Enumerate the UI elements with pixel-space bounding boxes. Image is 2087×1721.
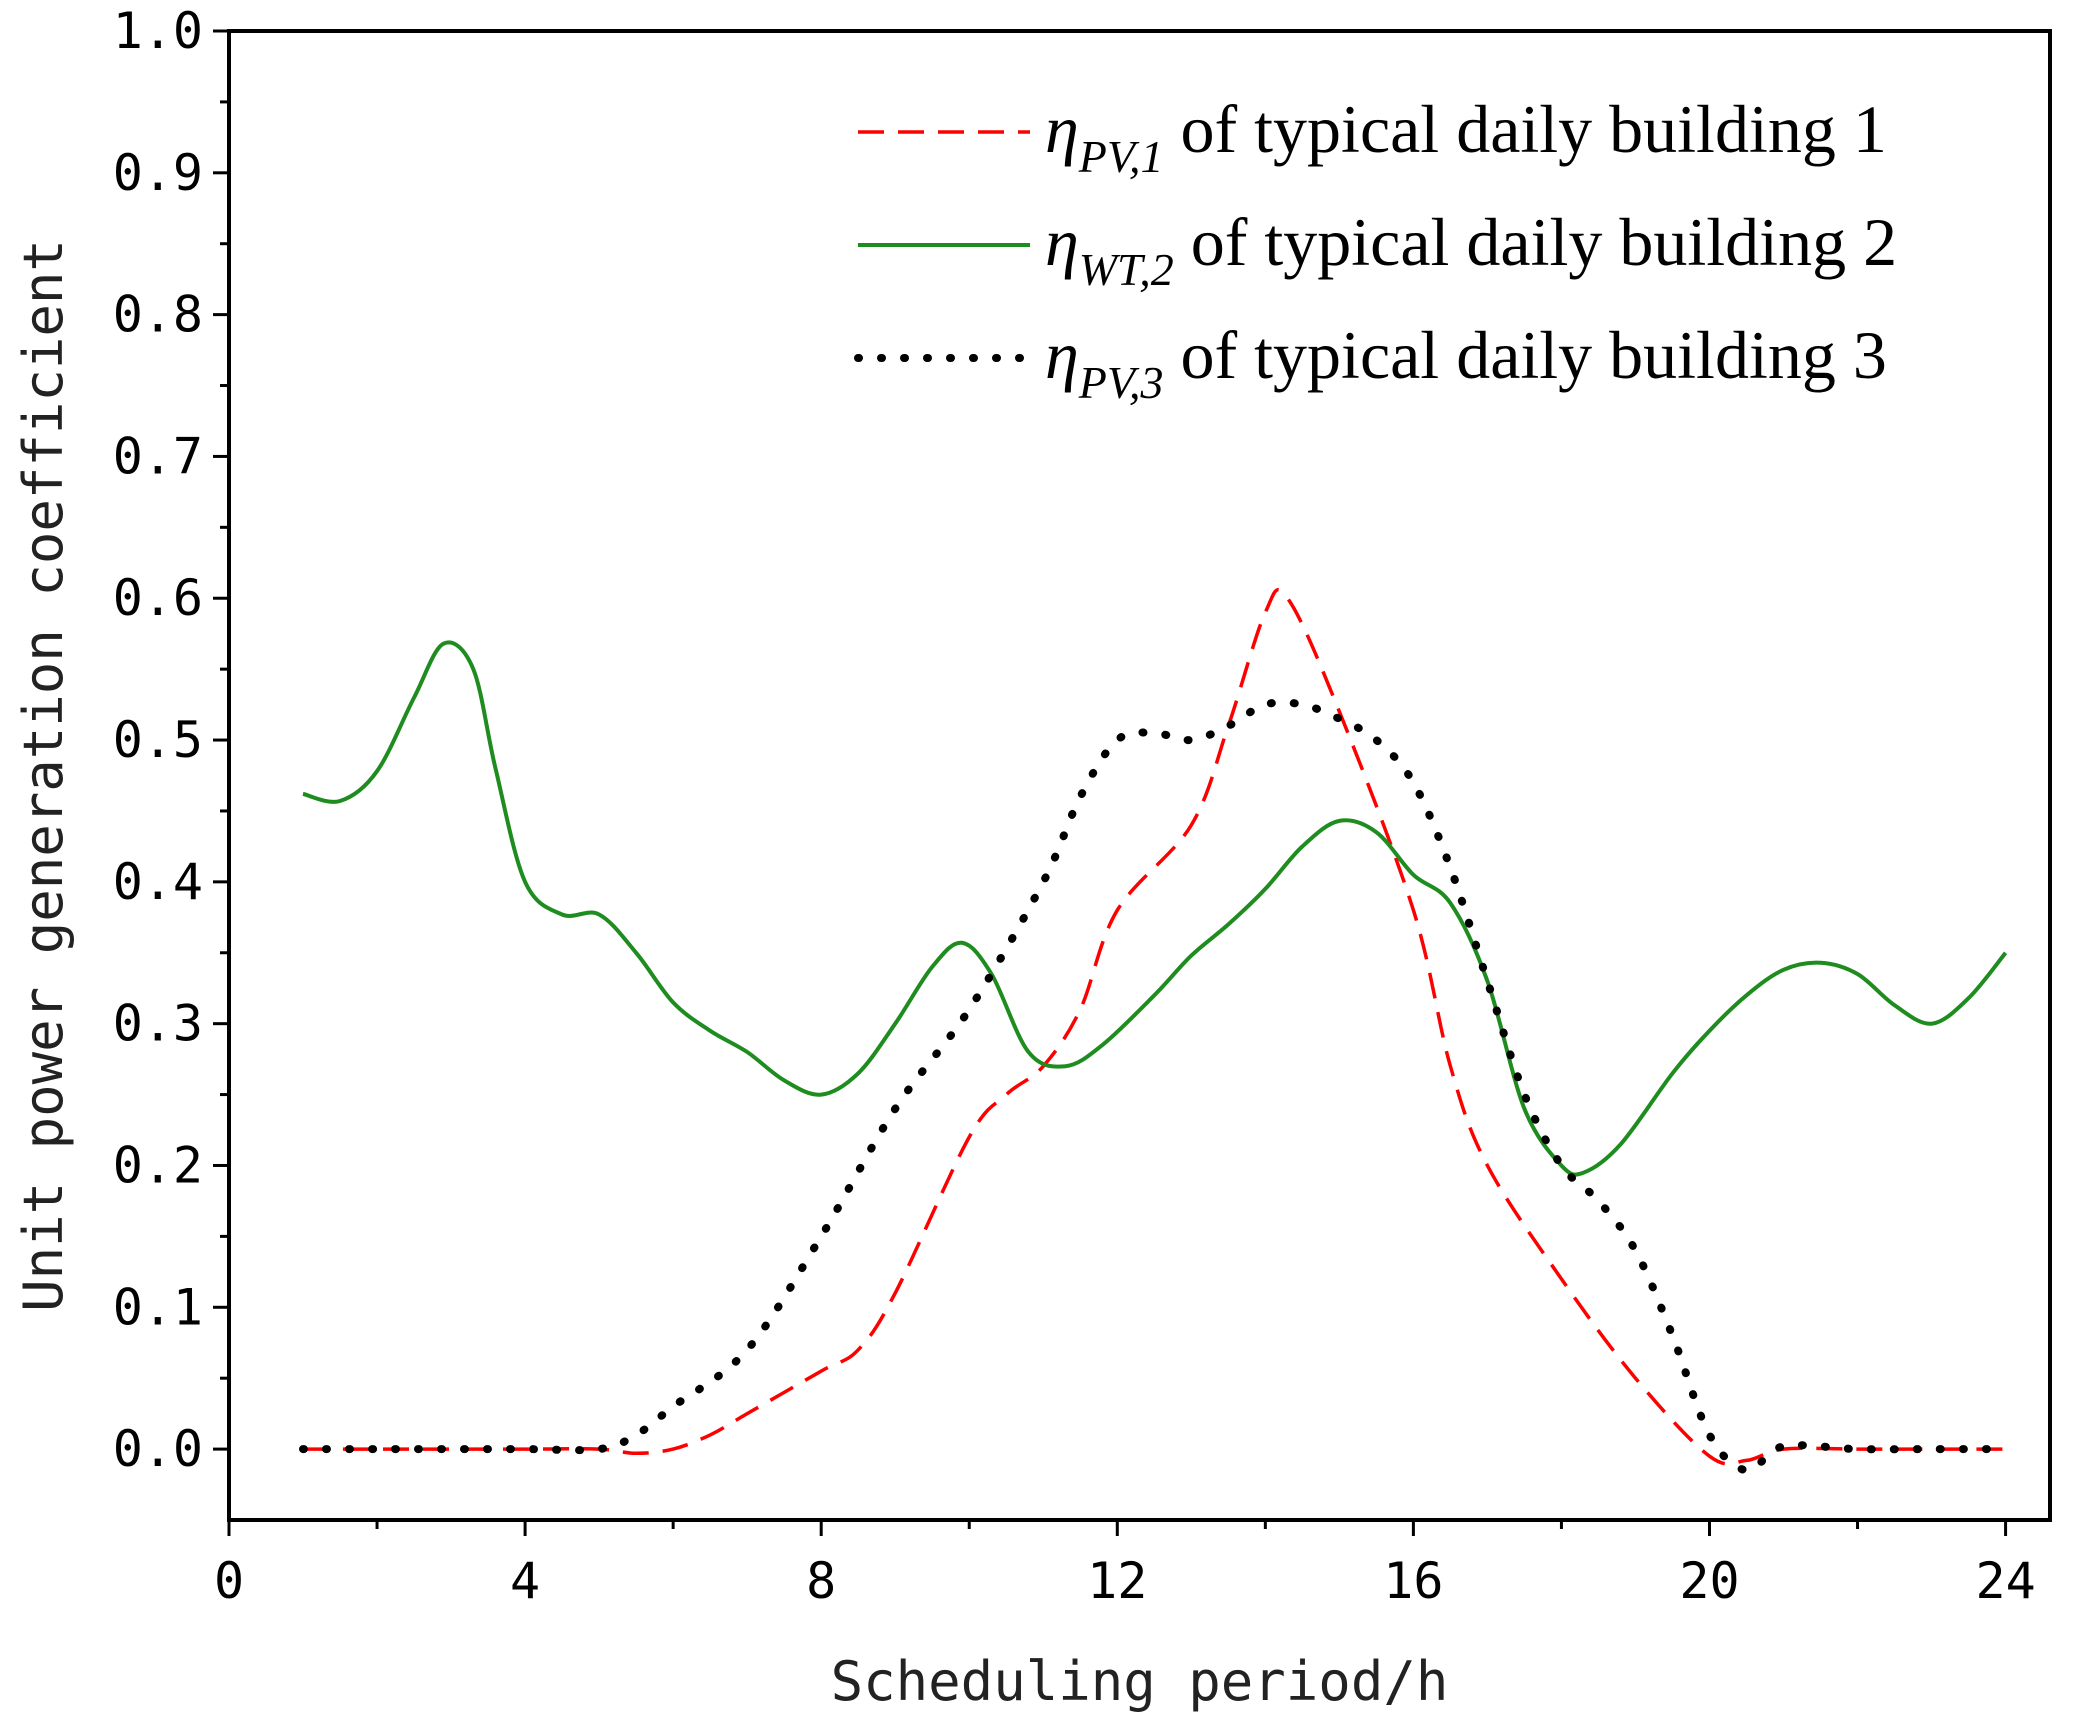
legend-suffix: of typical daily building 2 — [1174, 204, 1897, 280]
y-axis: 0.0 0.1 0.2 0.3 0.4 0.5 0.6 0.7 0.8 0.9 1.0 — [113, 2, 229, 1478]
series-line-3 — [299, 698, 2010, 1475]
legend-suffix: of typical daily building 1 — [1164, 91, 1887, 167]
y-tick-label: 1.0 — [113, 2, 203, 60]
legend-symbol: η — [1045, 91, 1079, 167]
x-tick-label: 12 — [1087, 1552, 1147, 1610]
legend-subscript: PV,1 — [1078, 131, 1164, 182]
legend-label-3: ηPV,3 of typical daily building 3 — [1045, 317, 1887, 408]
y-tick-label: 0.4 — [113, 853, 203, 911]
x-tick-label: 16 — [1383, 1552, 1443, 1610]
legend-label-2: ηWT,2 of typical daily building 2 — [1045, 204, 1897, 295]
legend-subscript: WT,2 — [1079, 244, 1174, 295]
legend-suffix: of typical daily building 3 — [1164, 317, 1887, 393]
legend-subscript: PV,3 — [1078, 357, 1164, 408]
x-tick-label: 8 — [806, 1552, 836, 1610]
legend-symbol: η — [1045, 204, 1079, 280]
series-layer — [299, 588, 2010, 1475]
legend-symbol: η — [1045, 317, 1079, 393]
y-tick-label: 0.3 — [113, 995, 203, 1053]
y-tick-label: 0.7 — [113, 427, 203, 485]
x-tick-label: 24 — [1975, 1552, 2035, 1610]
x-axis: 0 4 8 12 16 20 24 — [214, 1520, 2036, 1610]
y-tick-label: 0.6 — [113, 569, 203, 627]
x-tick-label: 0 — [214, 1552, 244, 1610]
legend-label-1: ηPV,1 of typical daily building 1 — [1045, 91, 1887, 182]
y-tick-label: 0.0 — [113, 1420, 203, 1478]
series-line-2 — [302, 640, 2008, 1177]
x-tick-label: 20 — [1679, 1552, 1739, 1610]
x-tick-label: 4 — [510, 1552, 540, 1610]
y-tick-label: 0.2 — [113, 1136, 203, 1194]
y-axis-title: Unit power generation coefficient — [12, 239, 75, 1312]
y-tick-label: 0.1 — [113, 1278, 203, 1336]
y-tick-label: 0.5 — [113, 711, 203, 769]
plot-border — [227, 29, 2052, 1522]
x-axis-title: Scheduling period/h — [831, 1650, 1449, 1713]
series-line-1 — [303, 588, 2006, 1466]
plot-area — [227, 29, 2052, 1522]
y-tick-label: 0.8 — [113, 286, 203, 344]
y-tick-label: 0.9 — [113, 144, 203, 202]
